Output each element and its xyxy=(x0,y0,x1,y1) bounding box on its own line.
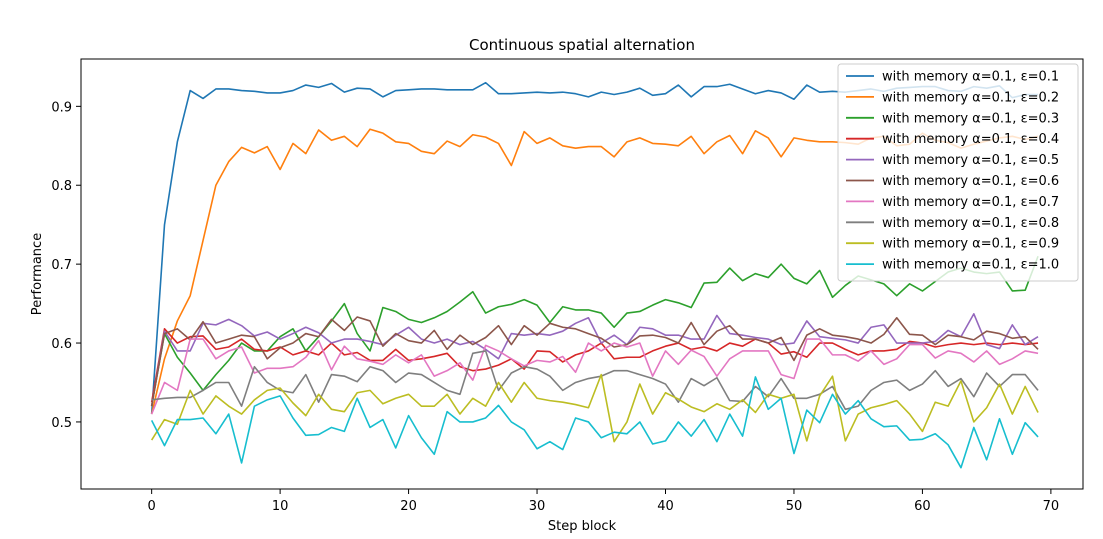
legend-entry: with memory α=0.1, ε=1.0 xyxy=(882,258,1059,273)
x-tick-label: 50 xyxy=(786,499,803,514)
legend-entry: with memory α=0.1, ε=0.8 xyxy=(882,216,1059,231)
chart-title: Continuous spatial alternation xyxy=(469,36,695,54)
series-line-3 xyxy=(150,255,1039,407)
legend-entry: with memory α=0.1, ε=0.5 xyxy=(882,153,1059,168)
legend-entry: with memory α=0.1, ε=0.4 xyxy=(882,132,1059,147)
series-line-6 xyxy=(150,316,1039,407)
series-line-8 xyxy=(151,350,1039,411)
legend-entry: with memory α=0.1, ε=0.2 xyxy=(882,90,1059,105)
plot-area xyxy=(150,81,1039,469)
y-tick-label: 0.5 xyxy=(51,416,72,431)
x-tick-label: 0 xyxy=(148,499,156,514)
legend-box xyxy=(837,63,1079,282)
legend: with memory α=0.1, ε=0.1 with memory α=0.… xyxy=(837,63,1079,282)
legend-entry: with memory α=0.1, ε=0.7 xyxy=(882,195,1059,210)
series-line-5 xyxy=(150,313,1039,407)
legend-entry: with memory α=0.1, ε=0.6 xyxy=(882,174,1059,189)
series-line-10 xyxy=(150,376,1039,469)
y-axis: 0.5 0.6 0.7 0.8 0.9 xyxy=(51,100,81,431)
legend-entry: with memory α=0.1, ε=0.9 xyxy=(882,237,1059,252)
x-tick-label: 70 xyxy=(1043,499,1060,514)
y-tick-label: 0.9 xyxy=(51,100,72,115)
x-tick-label: 20 xyxy=(400,499,417,514)
x-axis-label: Step block xyxy=(548,519,617,534)
legend-entry: with memory α=0.1, ε=0.3 xyxy=(882,111,1059,126)
series-line-9 xyxy=(150,373,1039,443)
y-tick-label: 0.7 xyxy=(51,258,72,273)
y-tick-label: 0.6 xyxy=(51,337,72,352)
x-tick-label: 10 xyxy=(272,499,289,514)
x-tick-label: 40 xyxy=(657,499,674,514)
series-line-7 xyxy=(150,338,1039,415)
plot-frame xyxy=(80,58,1084,490)
y-axis-label: Performance xyxy=(30,233,45,315)
x-tick-label: 60 xyxy=(914,499,931,514)
x-axis: 0 10 20 30 40 50 60 70 xyxy=(148,489,1060,514)
x-tick-label: 30 xyxy=(529,499,546,514)
legend-entry: with memory α=0.1, ε=0.1 xyxy=(882,70,1059,85)
y-tick-label: 0.8 xyxy=(51,179,72,194)
